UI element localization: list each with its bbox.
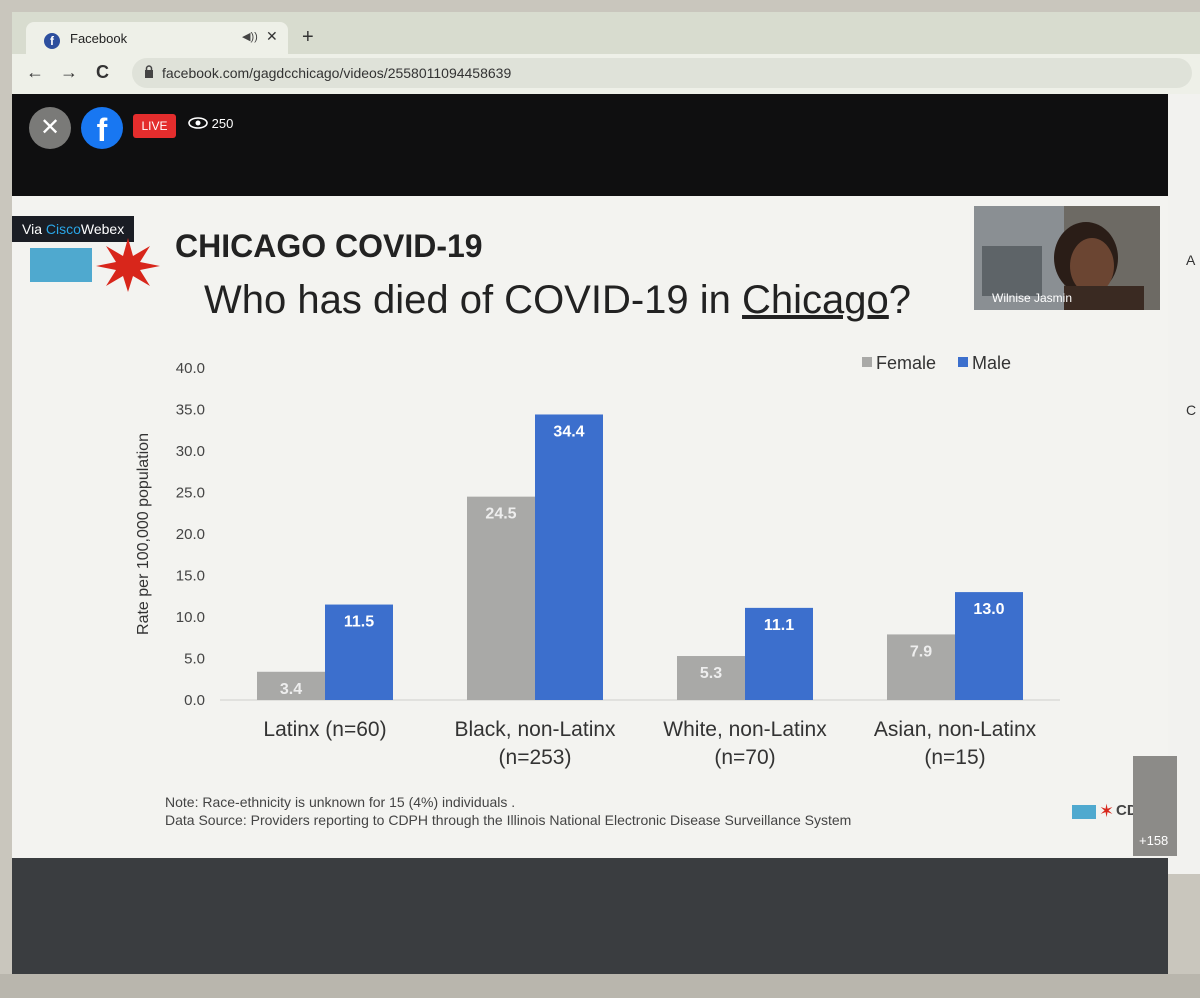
x-category-label: (n=15) [924, 746, 985, 769]
viewer-count-value: 250 [211, 116, 234, 131]
data-label: 5.3 [700, 665, 722, 682]
y-tick-label: 0.0 [184, 692, 205, 709]
participant-name: Wilnise Jasmin [992, 291, 1073, 305]
tab-title: Facebook [70, 31, 128, 46]
data-label: 11.1 [764, 617, 794, 634]
chart-data-source: Data Source: Providers reporting to CDPH… [165, 812, 852, 828]
facebook-favicon-icon: f [44, 33, 60, 49]
back-button[interactable]: ← [26, 62, 44, 82]
x-category-label: Asian, non-Latinx [874, 718, 1037, 741]
x-category-label: Black, non-Latinx [454, 718, 616, 741]
y-tick-label: 5.0 [184, 651, 205, 668]
via-prefix: Via [22, 221, 46, 237]
y-tick-label: 15.0 [176, 568, 205, 585]
data-label: 34.4 [553, 423, 584, 440]
bar-male [745, 607, 813, 700]
comments-panel: A C [1168, 94, 1200, 874]
slide-title: Who has died of COVID-19 in Chicago? [204, 278, 911, 323]
y-tick-label: 40.0 [176, 360, 205, 377]
player-bottom-bar [12, 858, 1168, 974]
browser-tab-bar: f Facebook ◀)) ✕ + [12, 12, 1200, 56]
data-label: 7.9 [910, 643, 932, 660]
via-webex-badge: Via CiscoWebex [12, 216, 135, 242]
via-brand-webex: Webex [80, 221, 125, 237]
x-category-label: (n=253) [499, 746, 572, 769]
browser-toolbar: ← → C facebook.com/gagdcchicago/videos/2… [12, 54, 1200, 94]
monitor-bezel [0, 974, 1200, 998]
more-participants-count: +158 [1139, 833, 1169, 848]
y-tick-label: 35.0 [176, 402, 205, 419]
y-tick-label: 10.0 [176, 609, 205, 626]
new-tab-button[interactable]: + [302, 26, 314, 48]
bar-female [677, 656, 745, 700]
y-tick-label: 30.0 [176, 443, 205, 460]
eye-icon [188, 117, 208, 129]
browser-tab[interactable]: f Facebook ◀)) ✕ [26, 22, 288, 56]
cdph-logo-square [1072, 805, 1096, 819]
forward-button[interactable]: → [60, 62, 78, 82]
x-category-label: (n=70) [714, 746, 775, 769]
chicago-flag-bar [30, 248, 92, 282]
via-brand-cisco: Cisco [45, 221, 81, 237]
slide-title-text: Who has died of COVID-19 in [204, 278, 743, 322]
x-category-label: White, non-Latinx [663, 718, 827, 741]
address-bar[interactable]: facebook.com/gagdcchicago/videos/2558011… [132, 58, 1192, 88]
panel-fragment-a: A [1186, 252, 1196, 268]
more-participants-button[interactable]: +158 [1133, 756, 1177, 856]
viewer-count: 250 [188, 116, 233, 131]
slide-brand: CHICAGO COVID-19 [175, 228, 483, 264]
legend-swatch-female [862, 357, 872, 367]
data-label: 13.0 [973, 601, 1004, 618]
bar-female [467, 496, 535, 700]
slide-title-suffix: ? [888, 278, 912, 322]
tab-close-button[interactable]: ✕ [266, 28, 278, 44]
bar-male [535, 414, 603, 700]
chicago-star-icon [96, 238, 160, 292]
chart-note: Note: Race-ethnicity is unknown for 15 (… [165, 794, 516, 810]
url-text: facebook.com/gagdcchicago/videos/2558011… [162, 65, 512, 81]
data-label: 3.4 [280, 681, 302, 698]
participant-video-thumbnail[interactable] [974, 206, 1160, 310]
panel-fragment-c: C [1186, 402, 1197, 418]
bar-male [955, 592, 1023, 700]
bar-female [257, 671, 325, 700]
reload-button[interactable]: C [96, 62, 109, 82]
legend-swatch-male [958, 357, 968, 367]
bar-male [325, 604, 393, 700]
live-badge: LIVE [133, 114, 176, 138]
lock-icon [145, 65, 153, 78]
facebook-logo-icon[interactable]: f [81, 107, 123, 149]
data-label: 24.5 [485, 506, 516, 523]
slide-title-link: Chicago [742, 278, 889, 322]
participant-avatar-icon [974, 206, 1144, 310]
legend-label: Female [876, 353, 936, 373]
y-tick-label: 25.0 [176, 485, 205, 502]
x-category-label: Latinx (n=60) [263, 718, 386, 741]
y-tick-label: 20.0 [176, 526, 205, 543]
y-axis-label: Rate per 100,000 population [135, 433, 152, 635]
cdph-star-icon: ✶ [1099, 801, 1115, 821]
close-video-button[interactable]: ✕ [29, 107, 71, 149]
bar-female [887, 634, 955, 700]
speaker-icon[interactable]: ◀)) [242, 31, 258, 43]
legend-label: Male [972, 353, 1011, 373]
data-label: 11.5 [344, 614, 374, 631]
